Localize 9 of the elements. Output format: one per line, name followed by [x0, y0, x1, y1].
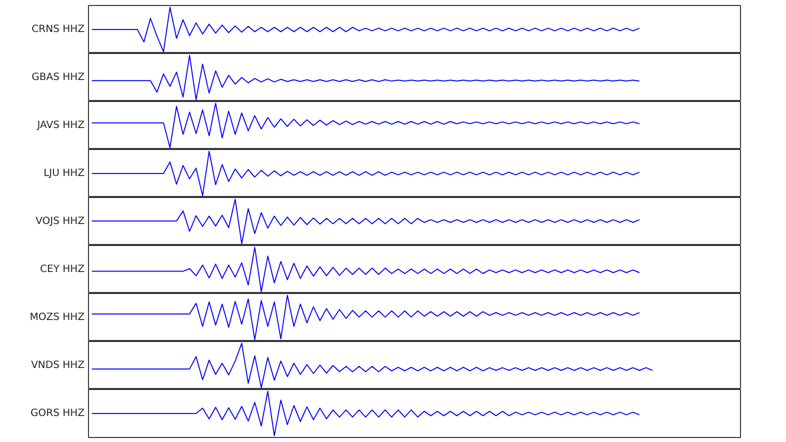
y-axis-title: JAVS HHZ	[36, 120, 85, 131]
y-axis-title: CRNS HHZ	[32, 24, 85, 35]
y-axis-title: GORS HHZ	[30, 408, 85, 419]
y-axis-title: MOZS HHZ	[30, 312, 85, 323]
y-axis-title: GBAS HHZ	[32, 72, 85, 83]
y-axis-title: VNDS HHZ	[31, 360, 85, 371]
y-axis-title: VOJS HHZ	[36, 216, 85, 227]
y-axis-title: CEY HHZ	[40, 264, 85, 275]
y-axis-title: LJU HHZ	[44, 168, 85, 179]
